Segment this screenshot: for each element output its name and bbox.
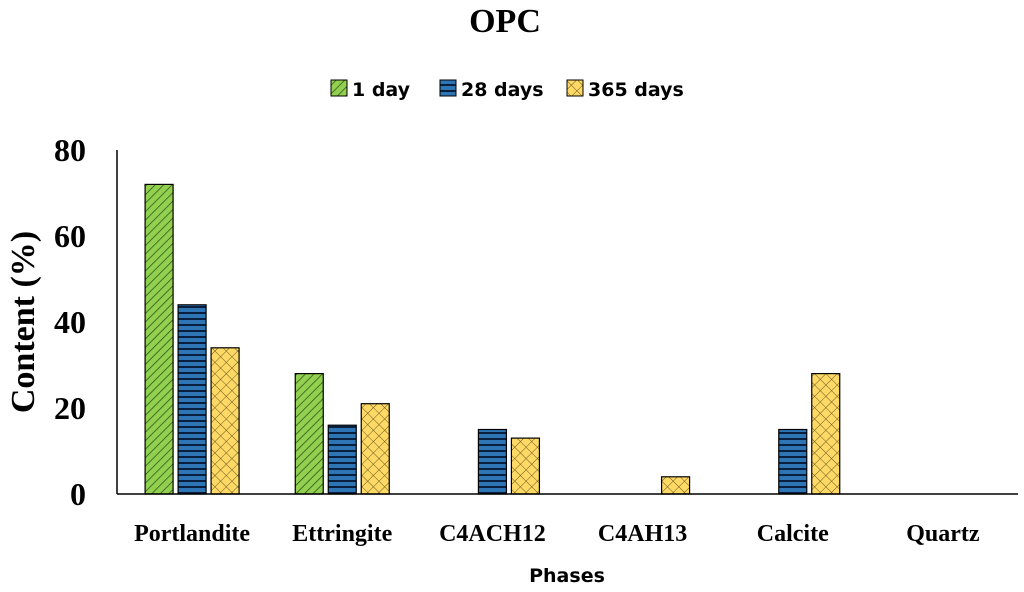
bar-c4ach12-365-days [510, 437, 541, 495]
bars [144, 183, 841, 495]
chart-title: OPC [469, 3, 541, 40]
x-axis-label: Phases [529, 565, 605, 587]
bar-calcite-365-days [811, 373, 841, 495]
legend-label-1-day: 1 day [352, 79, 411, 101]
y-tick-label-60: 60 [54, 218, 86, 254]
legend-label-365-days: 365 days [588, 79, 684, 101]
bar-portlandite-28-days [177, 304, 207, 495]
legend-label-28-days: 28 days [461, 79, 544, 101]
legend-swatch-1-day [330, 79, 348, 97]
x-tick-label-c4ach12: C4ACH12 [439, 521, 546, 547]
y-axis-label: Content (%) [5, 231, 42, 413]
y-tick-label-40: 40 [54, 304, 86, 340]
x-tick-label-calcite: Calcite [757, 521, 829, 547]
bar-ettringite-28-days [327, 424, 357, 495]
x-tick-label-portlandite: Portlandite [134, 521, 250, 547]
y-tick-label-20: 20 [54, 390, 86, 426]
bar-c4ah13-365-days [660, 476, 691, 495]
x-tick-label-c4ah13: C4AH13 [598, 521, 687, 547]
bar-portlandite-365-days [210, 347, 240, 495]
y-tick-labels: 0 20 40 60 80 [54, 132, 86, 512]
legend: 1 day 28 days 365 days [330, 79, 684, 101]
y-tick-label-0: 0 [70, 476, 86, 512]
bar-ettringite-365-days [360, 403, 390, 495]
bar-calcite-28-days [778, 428, 808, 495]
x-tick-label-ettringite: Ettringite [292, 521, 392, 547]
x-tick-label-quartz: Quartz [906, 521, 980, 547]
legend-swatch-28-days [439, 79, 457, 97]
bar-ettringite-1-day [294, 373, 324, 495]
y-tick-label-80: 80 [54, 132, 86, 168]
legend-swatch-365-days [566, 79, 584, 97]
bar-portlandite-1-day [144, 183, 174, 495]
x-tick-labels: Portlandite Ettringite C4ACH12 C4AH13 Calcit… [134, 521, 980, 547]
bar-c4ach12-28-days [477, 428, 508, 495]
